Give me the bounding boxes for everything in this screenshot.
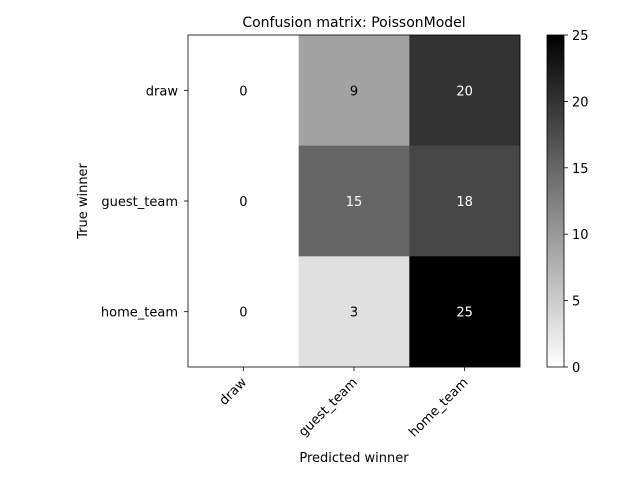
colorbar-tick-label: 10	[572, 228, 589, 243]
x-axis-label: Predicted winner	[299, 451, 409, 466]
colorbar	[546, 34, 565, 368]
cell-value-label: 15	[346, 195, 363, 210]
heatmap-cells	[188, 35, 521, 368]
y-tick-label: guest_team	[101, 195, 178, 210]
y-axis-label: True winner	[76, 162, 91, 239]
colorbar-tick-label: 0	[572, 361, 580, 376]
colorbar-tick-label: 25	[572, 29, 589, 44]
colorbar-tick-label: 15	[572, 162, 589, 177]
heatmap-cell	[298, 256, 410, 368]
y-tick-label: draw	[146, 84, 179, 99]
cell-value-label: 3	[350, 306, 358, 321]
cell-value-label: 0	[239, 84, 247, 99]
heatmap-cell	[188, 35, 299, 146]
colorbar-tick-label: 20	[572, 95, 589, 110]
cell-value-label: 18	[456, 195, 473, 210]
y-axis-ticks: draw guest_team home_team	[101, 84, 188, 321]
heatmap-cell	[188, 256, 299, 368]
chart-title: Confusion matrix: PoissonModel	[242, 15, 465, 31]
heatmap-cell	[298, 35, 410, 146]
heatmap-cell	[188, 145, 299, 257]
heatmap-cell	[409, 145, 521, 257]
cell-value-labels: 0 9 20 0 15 18 0 3 25	[239, 84, 473, 320]
cell-value-label: 0	[239, 306, 247, 321]
heatmap-cell	[409, 256, 521, 368]
cell-value-label: 0	[239, 195, 247, 210]
cell-value-label: 20	[456, 84, 473, 99]
cell-value-label: 25	[456, 306, 473, 321]
colorbar-ticks: 0 5 10 15 20 25	[564, 29, 589, 376]
heatmap-cell	[409, 35, 521, 146]
heatmap-cell	[298, 145, 410, 257]
cell-value-label: 9	[350, 84, 358, 99]
y-tick-label: home_team	[101, 306, 178, 321]
colorbar-tick-label: 5	[572, 295, 580, 310]
